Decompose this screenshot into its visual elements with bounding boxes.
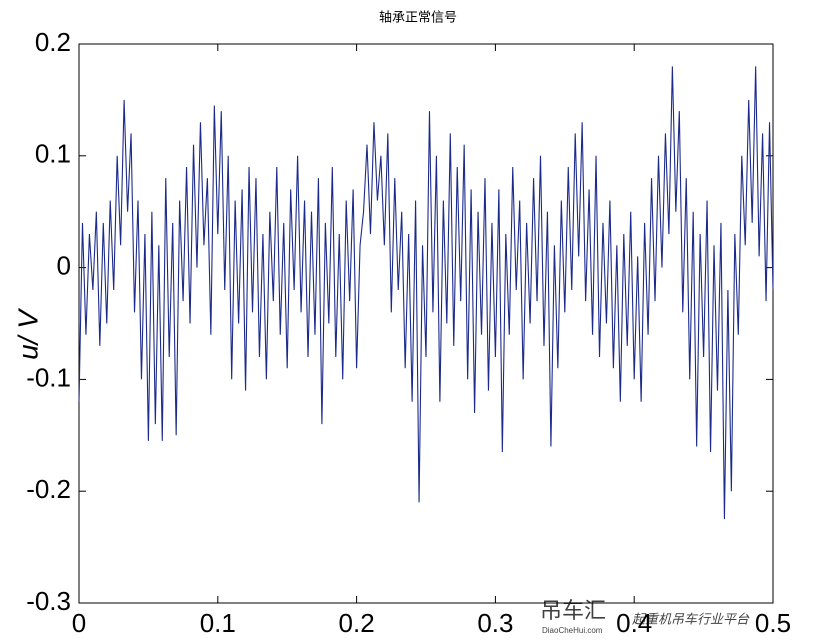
x-tick-label: 0.2 xyxy=(339,608,375,638)
y-tick-label: -0.1 xyxy=(26,362,71,392)
signal-line xyxy=(78,66,774,520)
x-tick-label: 0.5 xyxy=(755,608,791,638)
watermark-text: DiaoCheHui.com xyxy=(542,626,603,635)
x-tick-label: 0.3 xyxy=(477,608,513,638)
y-tick-label: -0.3 xyxy=(26,586,71,616)
x-tick-label: 0 xyxy=(72,608,86,638)
watermark-text: 起重机吊车行业平台 xyxy=(632,611,750,626)
watermark: 吊车汇 DiaoCheHui.com 起重机吊车行业平台 xyxy=(540,598,750,635)
x-tick-label: 0.4 xyxy=(616,608,652,638)
watermark-text: 吊车汇 xyxy=(540,598,606,623)
y-axis-label: u/ V xyxy=(12,308,43,360)
chart-title: 轴承正常信号 xyxy=(379,9,457,24)
y-tick-label: -0.2 xyxy=(26,474,71,504)
y-tick-label: 0.1 xyxy=(35,139,71,169)
x-tick-label: 0.1 xyxy=(200,608,236,638)
y-tick-label: 0.2 xyxy=(35,27,71,57)
y-tick-label: 0 xyxy=(57,250,71,280)
